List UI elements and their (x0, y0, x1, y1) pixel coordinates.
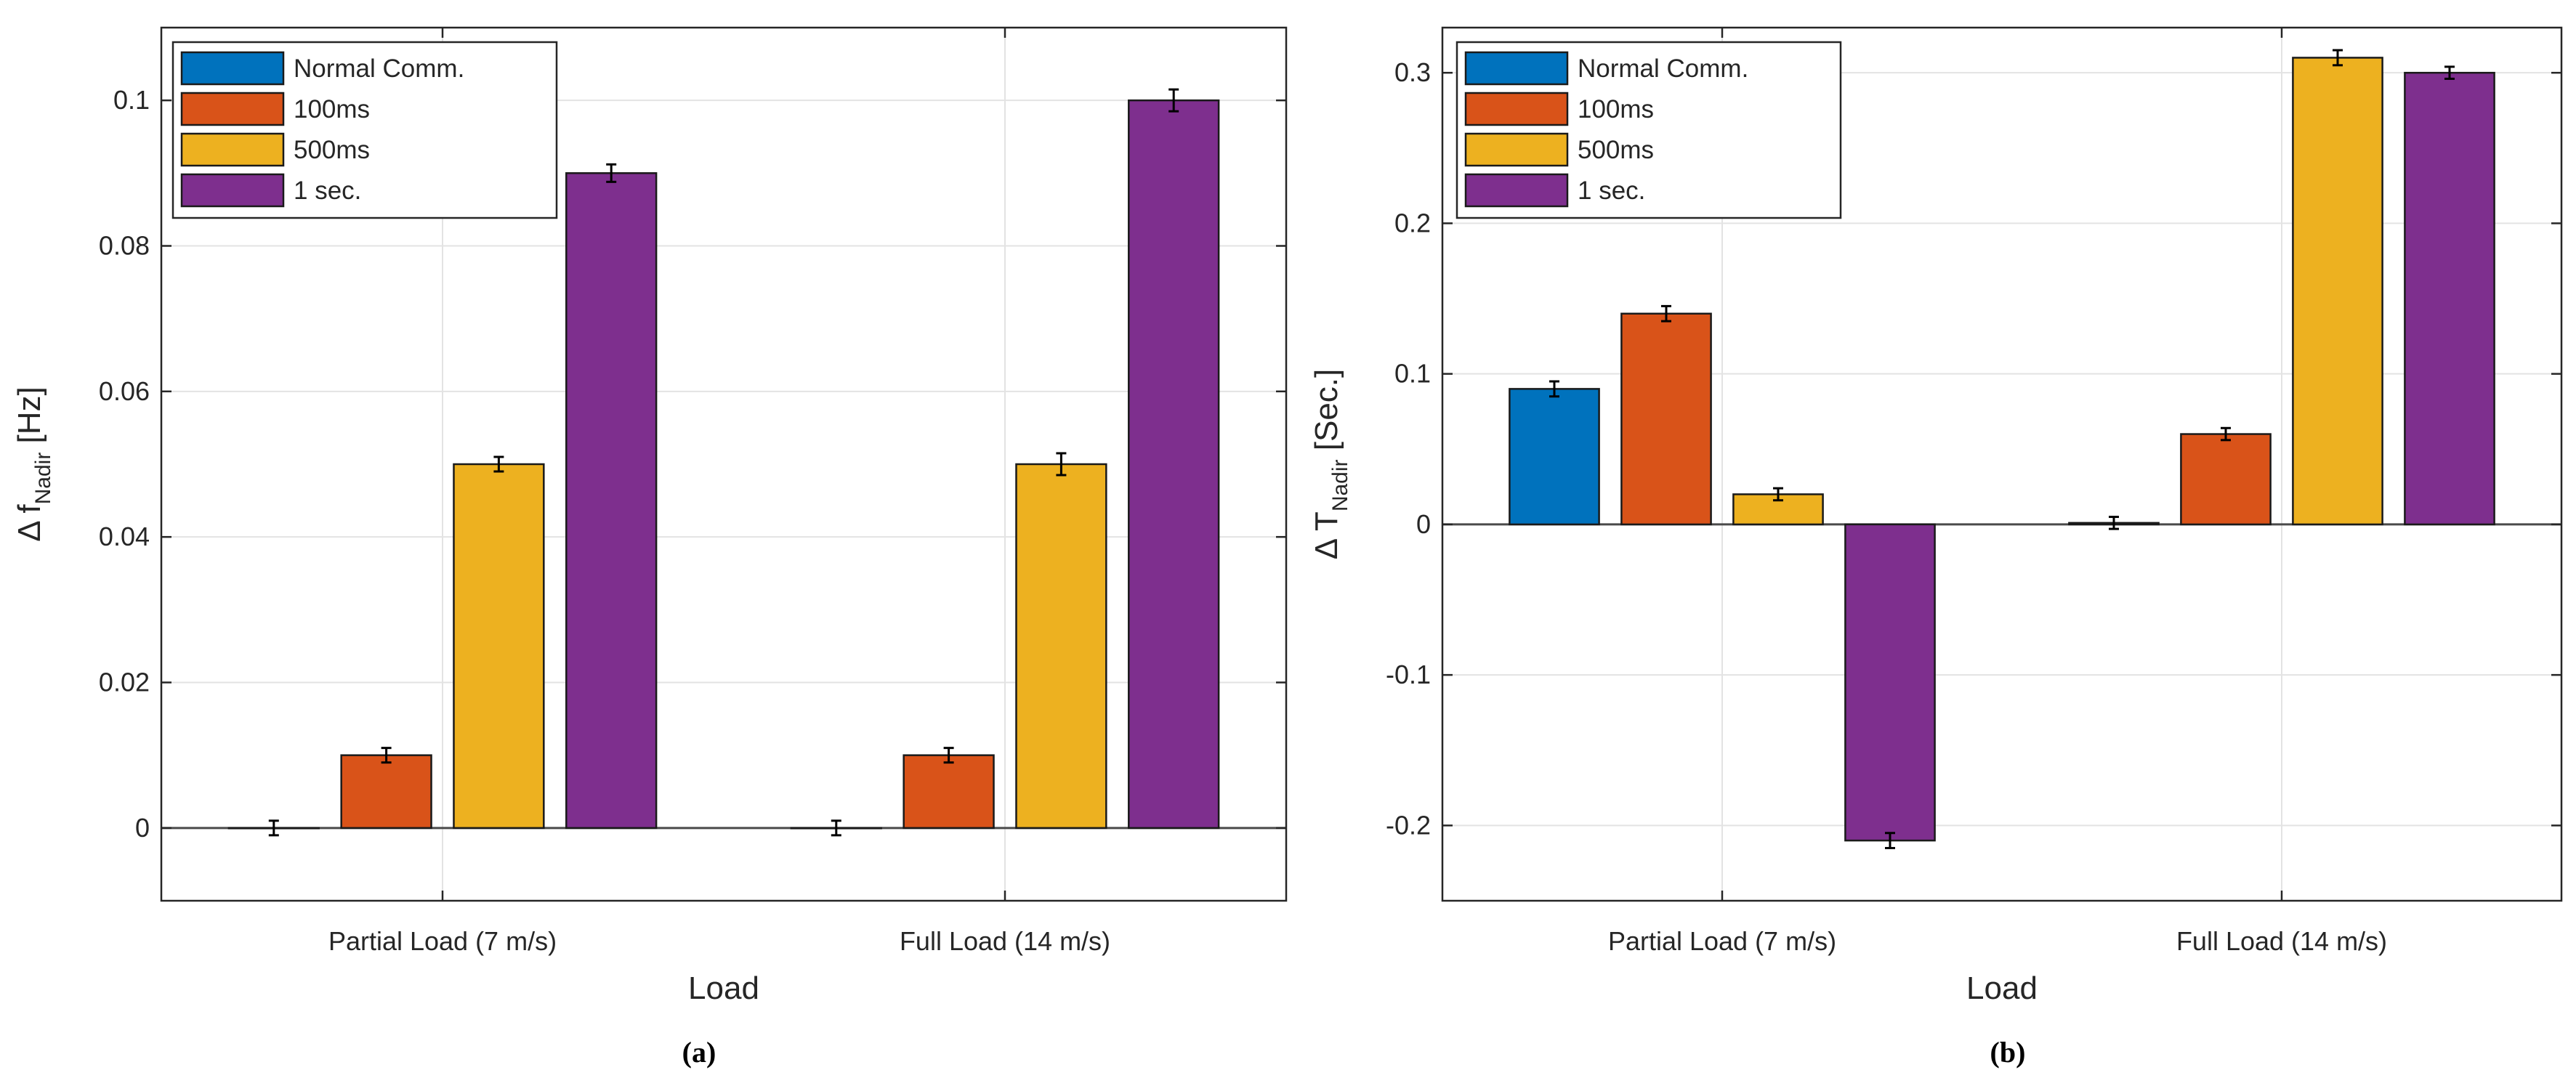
x-tick-label: Full Load (14 m/s) (2176, 926, 2387, 956)
y-axis-label-subscript: Nadir (1328, 459, 1352, 511)
legend-swatch (1464, 173, 1569, 208)
x-tick-label: Partial Load (7 m/s) (1608, 926, 1836, 956)
bar (1844, 523, 1936, 842)
legend-label: 100ms (1578, 95, 1654, 123)
chart-panel-b: -0.2 -0.1 0 0.1 0.2 0.3 Partial Load (7 m/s) Fu… (1309, 26, 2563, 1006)
legend-label: Normal Comm. (1578, 54, 1748, 83)
x-axis-label: Load (1966, 970, 2038, 1006)
y-tick-label: 0.06 (99, 376, 150, 406)
bar (2404, 71, 2495, 526)
legend-swatch (1464, 132, 1569, 167)
y-axis-label: Δ fNadir [Hz] (12, 386, 55, 542)
y-axis-label: Δ TNadir [Sec.] (1309, 369, 1352, 560)
y-tick-label: 0.2 (1394, 208, 1431, 238)
caption-a: (a) (682, 1036, 716, 1069)
bar (2180, 433, 2272, 526)
legend: Normal Comm. 100ms 500ms 1 sec. (1455, 41, 1842, 219)
y-tick-label: -0.1 (1386, 660, 1431, 689)
y-tick-label: 0.1 (113, 85, 150, 115)
legend-label: 1 sec. (1578, 177, 1645, 205)
y-tick-label: 0.3 (1394, 57, 1431, 87)
caption-b: (b) (1990, 1036, 2026, 1069)
y-tick-label: 0.02 (99, 668, 150, 697)
legend: Normal Comm. 100ms 500ms 1 sec. (171, 41, 558, 219)
y-tick-label: 0.1 (1394, 359, 1431, 389)
bar (1015, 463, 1107, 830)
bar (1509, 388, 1600, 526)
legend-label: 1 sec. (294, 177, 361, 205)
bar (2292, 57, 2383, 526)
bar (1620, 312, 1712, 526)
legend-label: 100ms (294, 95, 370, 123)
legend-label: 500ms (294, 136, 370, 164)
y-axis-label-main: Δ f (12, 504, 47, 542)
y-tick-label: 0 (1416, 509, 1431, 539)
legend-swatch (180, 92, 285, 126)
legend-swatch (180, 132, 285, 167)
chart-panel-a: 0 0.02 0.04 0.06 0.08 0.1 Partial Load (7 m/s)… (12, 26, 1288, 1006)
y-axis-label-main: Δ T (1309, 511, 1344, 559)
bar (1128, 99, 1220, 830)
y-tick-label: 0.08 (99, 231, 150, 261)
axes-box (160, 26, 1288, 902)
legend-swatch (1464, 92, 1569, 126)
y-axis-label-unit: [Sec.] (1309, 369, 1344, 460)
legend-label: Normal Comm. (294, 54, 464, 83)
bar (565, 172, 658, 830)
y-axis-label-subscript: Nadir (31, 453, 55, 505)
y-tick-label: -0.2 (1386, 810, 1431, 840)
legend-label: 500ms (1578, 136, 1654, 164)
bar (340, 754, 432, 830)
axes-box (1441, 26, 2563, 902)
bar (903, 754, 995, 830)
x-axis-label: Load (688, 970, 759, 1006)
x-tick-label: Partial Load (7 m/s) (328, 926, 557, 956)
legend-swatch (180, 173, 285, 208)
legend-swatch (1464, 51, 1569, 86)
y-tick-label: 0.04 (99, 522, 150, 551)
x-tick-label: Full Load (14 m/s) (900, 926, 1110, 956)
y-axis-label-unit: [Hz] (12, 386, 47, 452)
bar (453, 463, 545, 830)
y-tick-label: 0 (135, 813, 150, 843)
legend-swatch (180, 51, 285, 86)
